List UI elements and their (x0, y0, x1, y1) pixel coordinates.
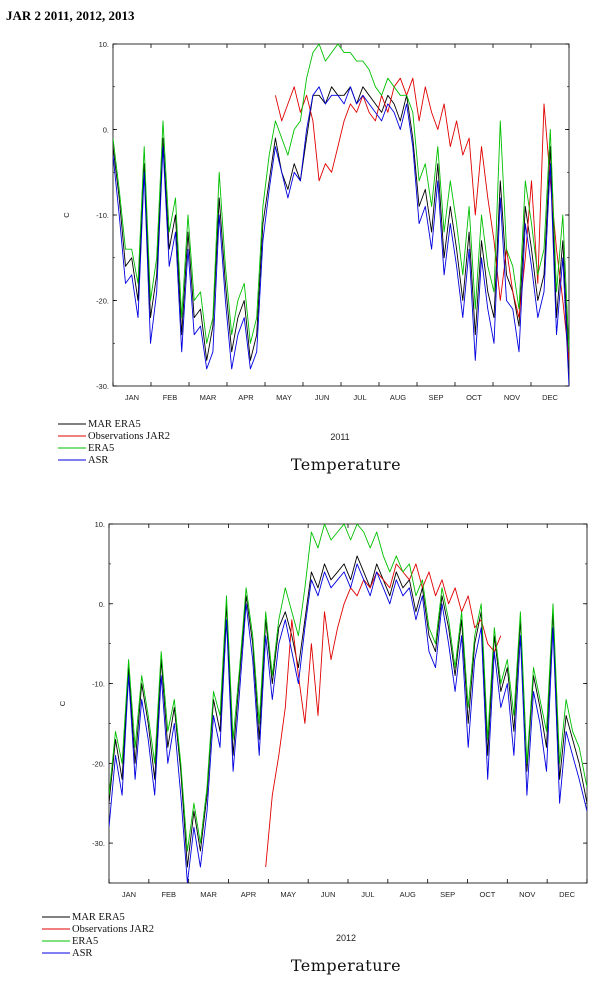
x-tick-label: APR (241, 890, 257, 899)
x-tick-label: JUN (315, 393, 330, 402)
legend-label: ASR (88, 455, 108, 466)
y-tick-label: -10. (92, 680, 105, 689)
series-line-era5 (113, 44, 569, 352)
y-tick-label: 10. (99, 40, 109, 49)
x-tick-label: MAY (276, 393, 292, 402)
x-tick-label: NOV (519, 890, 535, 899)
x-tick-label: JUL (361, 890, 374, 899)
series-line-mar-era5 (113, 86, 569, 369)
x-tick-label: MAR (200, 393, 217, 402)
y-axis-label: C (62, 212, 71, 218)
x-tick-label: OCT (466, 393, 482, 402)
y-tick-label: -20. (92, 759, 105, 768)
chart-subtitle: 2011 (330, 432, 349, 442)
page-title: JAR 2 2011, 2012, 2013 (6, 8, 135, 23)
y-tick-label: 0. (103, 126, 109, 135)
x-tick-label: JAN (125, 393, 139, 402)
x-tick-label: SEP (428, 393, 443, 402)
y-tick-label: -20. (96, 297, 109, 306)
x-tick-label: OCT (479, 890, 495, 899)
x-tick-label: DEC (542, 393, 558, 402)
y-tick-label: -10. (96, 211, 109, 220)
chart-title: Temperature (291, 956, 401, 975)
legend-label: Observations JAR2 (88, 431, 170, 442)
y-tick-label: 10. (95, 520, 105, 529)
series-line-mar-era5 (109, 555, 587, 868)
x-tick-label: JUN (321, 890, 336, 899)
y-tick-label: 0. (99, 600, 105, 609)
x-tick-label: FEB (161, 890, 176, 899)
chart-subtitle: 2012 (336, 933, 356, 943)
series-line-observations-jar2 (274, 77, 569, 361)
y-tick-label: -30. (96, 382, 109, 391)
chart-1: 10. 0. -10. -20. -30. C JAN FEB MAR APR MAY JUN JUL A… (58, 40, 570, 474)
y-axis-label: C (58, 700, 67, 706)
x-tick-label: NOV (504, 393, 520, 402)
series-line-era5 (109, 524, 587, 852)
chart-title: Temperature (291, 455, 401, 474)
x-tick-label: JUL (353, 393, 366, 402)
legend-label: MAR ERA5 (88, 419, 141, 430)
legend-label: ASR (72, 948, 92, 959)
legend-label: MAR ERA5 (72, 912, 125, 923)
legend-label: ERA5 (88, 443, 114, 454)
x-tick-label: SEP (440, 890, 455, 899)
legend-label: Observations JAR2 (72, 924, 154, 935)
x-tick-label: AUG (400, 890, 416, 899)
x-tick-label: MAY (280, 890, 296, 899)
x-tick-label: DEC (559, 890, 575, 899)
x-tick-label: FEB (163, 393, 178, 402)
x-tick-label: AUG (390, 393, 406, 402)
y-tick-label: -30. (92, 839, 105, 848)
series-line-asr (113, 86, 569, 386)
x-tick-label: JAN (122, 890, 136, 899)
legend-label: ERA5 (72, 936, 98, 947)
x-tick-label: APR (238, 393, 254, 402)
x-tick-label: MAR (200, 890, 217, 899)
series-line-asr (109, 563, 587, 883)
chart-2: 10. 0. -10. -20. -30. C JAN FEB MAR APR MAY JUN JUL A… (42, 520, 588, 975)
series-line-observations-jar2 (265, 563, 502, 868)
